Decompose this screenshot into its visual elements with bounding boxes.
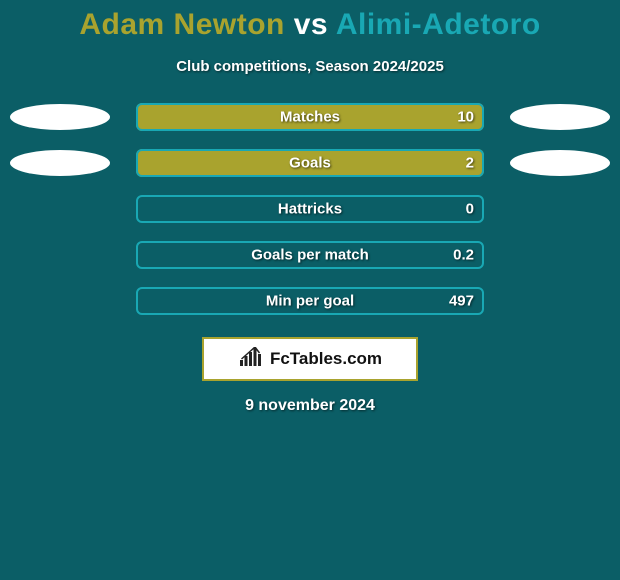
bar: Matches10 <box>136 103 484 131</box>
bar-value: 10 <box>457 109 474 126</box>
bar: Goals2 <box>136 149 484 177</box>
subtitle: Club competitions, Season 2024/2025 <box>0 58 620 75</box>
bar-label: Goals <box>136 155 484 172</box>
logo-text: FcTables.com <box>270 349 382 369</box>
title-player1: Adam Newton <box>79 8 285 41</box>
page-title: Adam Newton vs Alimi-Adetoro <box>0 8 620 42</box>
bar-label: Hattricks <box>136 201 484 218</box>
bar-label: Min per goal <box>136 293 484 310</box>
bar: Goals per match0.2 <box>136 241 484 269</box>
logo-box[interactable]: FcTables.com <box>202 337 418 381</box>
bar-label: Goals per match <box>136 247 484 264</box>
left-ellipse <box>10 150 110 176</box>
stat-row: Matches10 <box>0 103 620 131</box>
bar-value: 0 <box>466 201 474 218</box>
stat-row: Goals per match0.2 <box>0 241 620 269</box>
stat-row: Hattricks0 <box>0 195 620 223</box>
bar-chart-svg <box>238 347 264 367</box>
stat-row: Min per goal497 <box>0 287 620 315</box>
bar-label: Matches <box>136 109 484 126</box>
right-ellipse <box>510 104 610 130</box>
bar: Min per goal497 <box>136 287 484 315</box>
bar-chart-icon <box>238 347 264 372</box>
date-text: 9 november 2024 <box>0 397 620 415</box>
bar-value: 497 <box>449 293 474 310</box>
stat-row: Goals2 <box>0 149 620 177</box>
bar: Hattricks0 <box>136 195 484 223</box>
page-root: Adam Newton vs Alimi-Adetoro Club compet… <box>0 0 620 580</box>
right-ellipse <box>510 150 610 176</box>
bar-value: 0.2 <box>453 247 474 264</box>
title-player2: Alimi-Adetoro <box>336 8 541 41</box>
bar-value: 2 <box>466 155 474 172</box>
left-ellipse <box>10 104 110 130</box>
stat-rows: Matches10 Goals2 Hattricks0 Goals per match… <box>0 103 620 315</box>
title-vs: vs <box>294 8 328 41</box>
